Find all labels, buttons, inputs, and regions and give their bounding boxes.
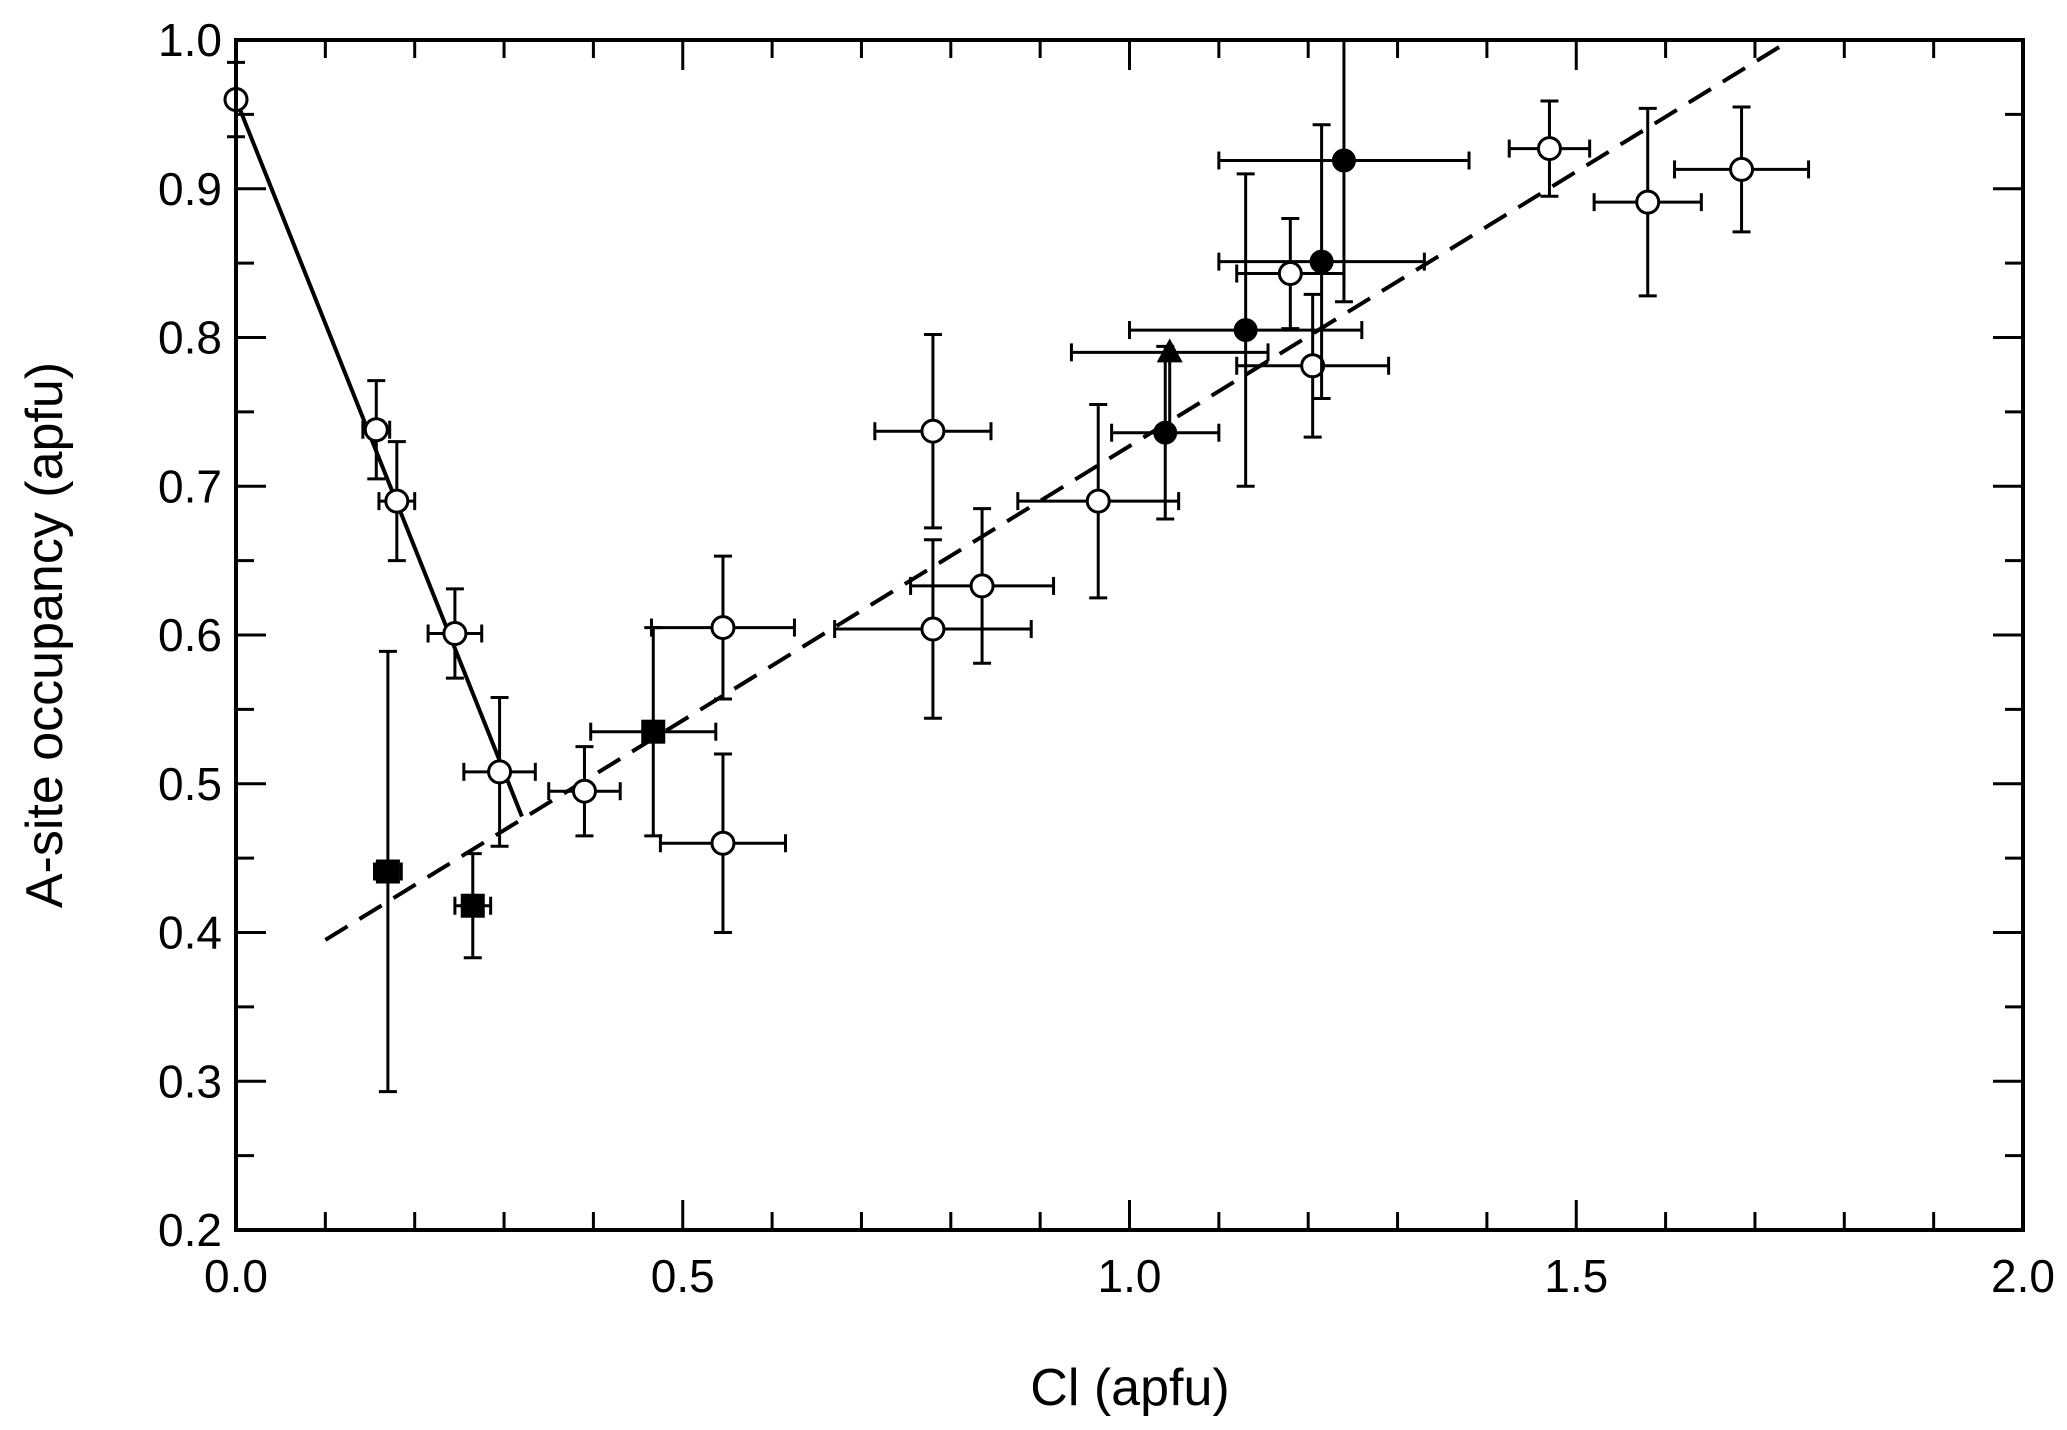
data-point-open-circle (1016, 402, 1181, 600)
y-tick-label: 0.4 (158, 907, 222, 959)
data-point-filled-triangle (1069, 338, 1270, 433)
data-point-open-circle (361, 379, 392, 481)
y-tick-label: 0.3 (158, 1055, 222, 1107)
filled-square-marker (375, 859, 400, 884)
x-tick-label: 2.0 (1991, 1250, 2055, 1302)
data-point-filled-circle (1217, 123, 1426, 400)
y-tick-label: 1.0 (158, 14, 222, 66)
data-point-open-circle (1507, 99, 1592, 198)
data-point-open-circle (1592, 106, 1703, 298)
y-axis-label: A-site occupancy (apfu) (16, 362, 74, 908)
data-point-open-circle (658, 752, 788, 934)
x-tick-label: 1.0 (1098, 1250, 1162, 1302)
data-point-open-circle (547, 745, 622, 838)
data-point-filled-circle (1128, 172, 1364, 488)
dashed-trend-line (324, 38, 1792, 942)
y-tick-label: 0.2 (158, 1204, 222, 1256)
x-tick-label: 1.5 (1544, 1250, 1608, 1302)
open-circle-marker (487, 759, 513, 785)
x-axis-label: Cl (apfu) (1030, 1359, 1229, 1417)
data-point-open-circle (426, 587, 484, 680)
filled-circle-marker (1153, 420, 1178, 445)
data-point-filled-square (453, 852, 493, 960)
open-circle-marker (1635, 189, 1661, 215)
x-tick-label: 0.5 (651, 1250, 715, 1302)
y-tick-label: 0.6 (158, 609, 222, 661)
solid-trend-line (234, 98, 524, 818)
axis-ticks: 0.0 0.5 1.0 1.5 2.0 0.2 0.3 0.4 0.5 0.6 0.7 0.8 0.9 1… (158, 14, 2055, 1302)
plot-marks (223, 38, 1811, 1094)
open-circle-marker (710, 830, 736, 856)
data-point-open-circle (462, 695, 537, 848)
open-circle-marker (384, 488, 410, 514)
data-point-open-circle (649, 554, 796, 701)
data-point-open-circle (377, 440, 417, 563)
open-circle-marker (1277, 261, 1303, 287)
open-circle-marker (442, 621, 468, 647)
data-point-filled-circle (1110, 344, 1221, 521)
filled-circle-marker (1233, 318, 1258, 343)
filled-triangle-marker (1156, 338, 1183, 363)
data-point-filled-square (372, 649, 403, 1094)
filled-circle-marker (1331, 148, 1356, 173)
data-point-open-circle (833, 538, 1033, 720)
open-circle-marker (1729, 156, 1755, 182)
data-point-open-circle (909, 507, 1056, 665)
open-circle-marker (1085, 488, 1111, 514)
y-tick-label: 0.5 (158, 758, 222, 810)
plot-frame (234, 38, 2025, 1232)
open-circle-marker (1536, 136, 1562, 162)
x-tick-label: 0.0 (204, 1250, 268, 1302)
filled-circle-marker (1309, 249, 1334, 274)
data-point-open-circle (873, 333, 993, 530)
data-point-open-circle (1673, 105, 1811, 234)
open-circle-marker (969, 573, 995, 599)
data-point-filled-square (589, 626, 718, 838)
open-circle-marker (571, 778, 597, 804)
y-tick-label: 0.7 (158, 460, 222, 512)
y-tick-label: 0.8 (158, 312, 222, 364)
y-tick-label: 0.9 (158, 163, 222, 215)
open-circle-marker (363, 417, 389, 443)
filled-square-marker (460, 893, 485, 918)
data-point-open-circle (1235, 217, 1346, 331)
open-circle-marker (710, 615, 736, 641)
open-circle-marker (1300, 353, 1326, 379)
filled-square-marker (641, 719, 666, 744)
data-point-open-circle (1235, 292, 1391, 439)
open-circle-marker (920, 616, 946, 642)
open-circle-marker (920, 418, 946, 444)
